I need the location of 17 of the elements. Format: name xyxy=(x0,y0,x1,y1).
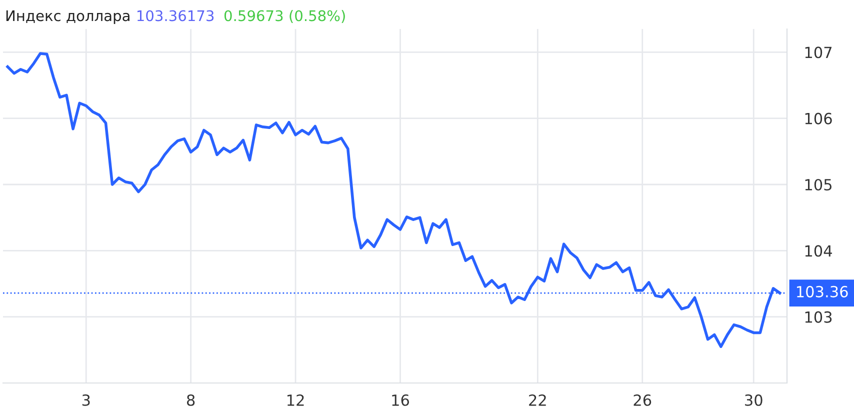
text: 103.36173 xyxy=(137,10,214,22)
chart-title: Индекс доллара xyxy=(6,10,130,24)
ref-line-label: 103.36 xyxy=(797,286,848,298)
line-series xyxy=(6,52,782,348)
x-tick-label: 26 xyxy=(634,394,652,406)
x-tick-label: 22 xyxy=(529,394,546,406)
y-tick-label: 105 xyxy=(805,178,832,191)
y-tick-label: 106 xyxy=(805,112,832,124)
x-tick-label: 16 xyxy=(392,394,409,406)
y-tick-label: 107 xyxy=(805,46,832,58)
x-tick-label: 30 xyxy=(745,394,762,406)
text: 0.59673 (0.58%) xyxy=(224,10,345,23)
x-tick-label: 3 xyxy=(82,394,90,406)
x-tick-label: 8 xyxy=(186,394,195,406)
y-tick-label: 104 xyxy=(805,245,832,257)
y-tick-label: 103 xyxy=(805,311,832,323)
x-tick-label: 12 xyxy=(287,394,304,406)
